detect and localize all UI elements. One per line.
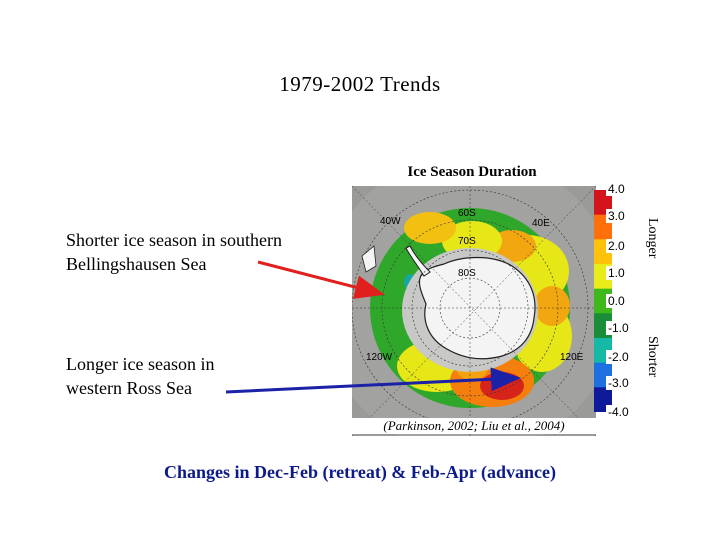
- longer-season-annotation: Longer ice season in western Ross Sea: [66, 352, 214, 400]
- scale-tick-label: 4.0: [606, 182, 627, 196]
- graticule-label: 40E: [532, 218, 550, 229]
- graticule-label: 60S: [458, 208, 476, 219]
- scale-tick-label: 2.0: [606, 239, 627, 253]
- trend-patch: [404, 212, 456, 244]
- annotation-line: Shorter ice season in southern: [66, 230, 282, 250]
- graticule-label: 40W: [380, 216, 401, 227]
- antarctic-peninsula: [405, 245, 431, 277]
- annotation-line: Bellingshausen Sea: [66, 254, 207, 274]
- graticule-label: 120W: [366, 352, 393, 363]
- scale-tick-label: -3.0: [606, 376, 631, 390]
- graticule-label: 120E: [560, 352, 584, 363]
- trend-patch: [534, 286, 570, 326]
- blue-arrow: [225, 367, 521, 394]
- scale-tick-label: 3.0: [606, 209, 627, 223]
- scale-segment: [594, 190, 612, 216]
- scale-tick-label: -2.0: [606, 350, 631, 364]
- graticule-label: 70S: [458, 236, 476, 247]
- south-america-tip: [361, 245, 377, 273]
- annotation-line: Longer ice season in: [66, 354, 215, 374]
- scale-tick-label: -4.0: [606, 405, 631, 419]
- map-citation: (Parkinson, 2002; Liu et al., 2004): [352, 418, 596, 434]
- scale-tick-label: 1.0: [606, 266, 627, 280]
- annotation-line: western Ross Sea: [66, 378, 192, 398]
- slide-title: 1979-2002 Trends: [279, 72, 441, 96]
- graticule-label: 80S: [458, 268, 476, 279]
- shorter-season-annotation: Shorter ice season in southern Bellingsh…: [66, 228, 282, 276]
- slide-footer: Changes in Dec-Feb (retreat) & Feb-Apr (…: [164, 462, 556, 482]
- map-title: Ice Season Duration: [352, 164, 592, 181]
- red-arrow: [257, 260, 385, 299]
- scale-tick-label: -1.0: [606, 321, 631, 335]
- scale-tick-label: 0.0: [606, 294, 627, 308]
